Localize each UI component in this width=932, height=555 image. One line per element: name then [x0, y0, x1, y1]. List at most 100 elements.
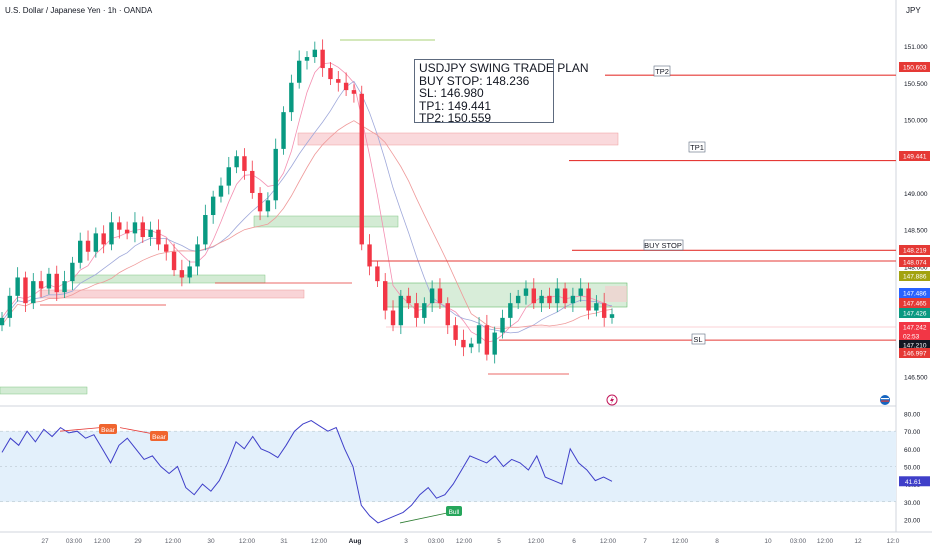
plan-buy-stop: BUY STOP: 148.236	[419, 73, 530, 88]
bear-signal-1-text: Bear	[101, 427, 116, 434]
time-tick-label: 3	[404, 538, 408, 545]
price-tick-label: 148.500	[904, 228, 928, 235]
price-label-badge	[899, 340, 930, 350]
flag-icon[interactable]	[880, 395, 890, 405]
candle-body	[62, 281, 67, 293]
candle-body	[453, 325, 458, 340]
candle-body	[531, 288, 536, 304]
candle-body	[23, 277, 28, 304]
candle-body	[422, 303, 427, 318]
tp1-tag: TP1	[688, 141, 706, 153]
plan-tp2: TP2: 150.559	[419, 111, 492, 125]
candle-body	[226, 167, 231, 186]
bear-signal-1: Bear	[99, 424, 117, 434]
candle-body	[46, 273, 52, 289]
sl-tag: SL	[691, 333, 706, 345]
rsi-tick-label: 20.00	[904, 517, 921, 524]
rsi-divergence-line	[59, 427, 101, 432]
plan-title: USDJPY SWING TRADE PLAN	[419, 61, 589, 75]
price-tick-label: 151.000	[904, 44, 928, 51]
candle-body	[469, 343, 474, 348]
time-tick-label: 8	[715, 538, 719, 545]
candle-body	[555, 288, 560, 304]
candle-body	[54, 273, 59, 293]
time-tick-label: 12:00	[94, 538, 111, 545]
demand-zone-left	[71, 274, 266, 284]
price-label-text: 148.074	[903, 260, 927, 267]
price-label-badge	[899, 331, 930, 341]
price-label-text: 148.219	[903, 248, 927, 255]
candle-body	[398, 295, 404, 326]
candle-body	[304, 57, 310, 61]
trade-plan-box[interactable]: USDJPY SWING TRADE PLAN BUY STOP: 148.23…	[414, 59, 589, 125]
candle-body	[367, 244, 372, 267]
candle-body	[445, 303, 450, 326]
time-tick-label: 12:00	[311, 538, 328, 545]
candle-body	[93, 233, 99, 252]
lightning-icon[interactable]	[606, 394, 618, 406]
candle-body	[250, 170, 255, 193]
price-label-text: 147.426	[903, 311, 927, 318]
buy-stop-tag-text: BUY STOP	[644, 241, 682, 250]
moving-average-line	[1, 80, 613, 334]
time-axis: 27 03:00 12:00 29 12:00 30 12:00 31 12:00 Aug 3 03:…	[41, 538, 899, 545]
candle-body	[328, 68, 333, 80]
price-label-badge	[899, 62, 930, 72]
candle-body	[523, 288, 529, 296]
time-tick-label: 12:00	[165, 538, 182, 545]
candle-body	[218, 185, 224, 197]
time-tick-label: 12:00	[817, 538, 834, 545]
candle-body	[492, 332, 497, 355]
tp2-tag: TP2	[653, 65, 671, 77]
candle-body	[179, 270, 185, 278]
price-tick-label: 150.000	[904, 117, 928, 124]
time-tick-label: 12	[854, 538, 862, 545]
candle-body	[7, 295, 13, 318]
plan-tp1: TP1: 149.441	[419, 98, 492, 113]
candle-body	[359, 93, 364, 245]
candle-body	[562, 288, 568, 304]
price-label-text: 146.997	[903, 351, 927, 358]
time-tick-label: 12:00	[600, 538, 617, 545]
candle-body	[117, 222, 122, 230]
candle-body	[257, 192, 263, 212]
time-tick-label: 7	[643, 538, 647, 545]
price-label-badge	[899, 308, 930, 318]
sl-tag-text: SL	[693, 335, 702, 344]
price-label-badge	[899, 271, 930, 281]
candle-body	[124, 229, 130, 234]
time-tick-label: 12:00	[528, 538, 545, 545]
small-risk-zone	[605, 286, 627, 302]
rsi-tick-label: 60.00	[904, 447, 921, 454]
candle-body	[70, 262, 75, 282]
candlesticks	[0, 39, 615, 364]
candle-body	[609, 314, 615, 318]
price-label-text: 02:53	[903, 334, 920, 341]
moving-average-line	[1, 120, 613, 330]
candle-body	[273, 148, 278, 201]
candle-body	[312, 49, 318, 58]
currency-label: JPY	[906, 6, 921, 15]
bull-signal-text: Bull	[449, 509, 460, 516]
time-tick-label: 03:00	[428, 538, 445, 545]
time-tick-label: Aug	[349, 538, 362, 545]
price-label-badge	[899, 245, 930, 255]
candle-body	[281, 112, 286, 149]
candle-body	[31, 281, 36, 304]
candle-body	[390, 310, 396, 326]
time-tick-label: 5	[497, 538, 501, 545]
time-tick-label: 12:00	[456, 538, 473, 545]
bear-signal-2-text: Bear	[152, 434, 167, 441]
candle-body	[78, 240, 83, 263]
candle-body	[171, 251, 177, 271]
candle-body	[414, 303, 419, 318]
rsi-value-text: 41.61	[905, 479, 922, 486]
price-label-text: 147.886	[903, 274, 927, 281]
price-tick-label: 150.500	[904, 81, 928, 88]
time-tick-label: 31	[280, 538, 288, 545]
candle-body	[594, 303, 599, 311]
symbol-title: U.S. Dollar / Japanese Yen · 1h · OANDA	[5, 6, 153, 15]
time-tick-label: 12:0	[887, 538, 900, 545]
candle-body	[187, 266, 192, 278]
